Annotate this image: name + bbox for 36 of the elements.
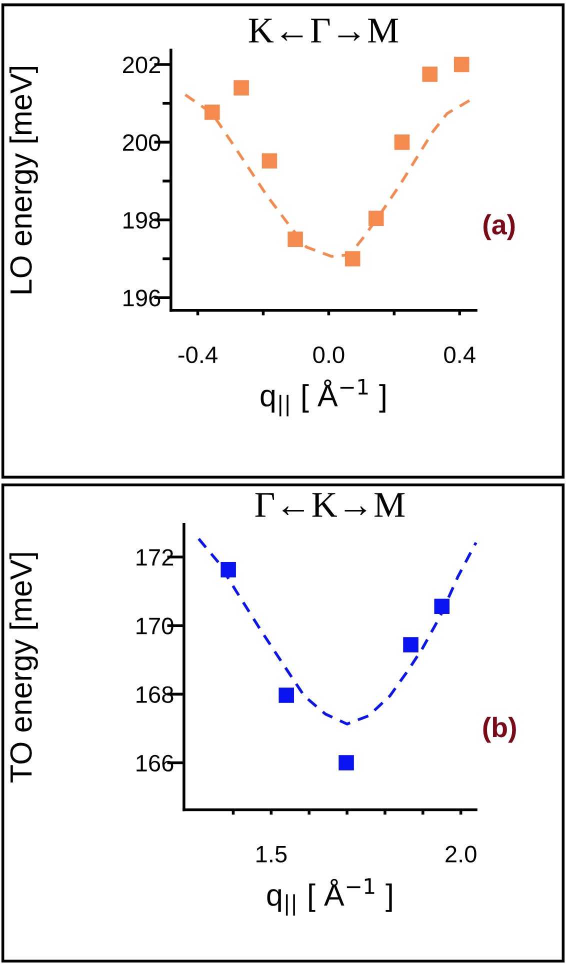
point [234,80,249,96]
line-series [197,537,478,726]
x-axis-title: q$_{||}$ [ Å$^{−1}$ ] [267,878,392,916]
x-tick-label: 1.5 [256,846,287,863]
y-tick-label: 202 [123,56,160,74]
text: (a) [483,214,515,240]
point [403,637,418,652]
point [220,562,236,578]
y-tick-label: 168 [136,686,174,703]
x-tick-label: 0.0 [313,346,344,364]
point [394,134,410,150]
point [344,251,360,266]
y-tick-label: 198 [124,212,160,229]
point [278,688,294,703]
point [288,232,303,247]
y-tick-label: 170 [136,618,174,634]
y-tick-label: 172 [136,549,174,566]
point [262,153,278,168]
x-tick-label: 2.0 [446,846,476,863]
point [422,66,438,82]
y-axis-title: TO energy [meV] [9,553,38,782]
point [204,104,220,120]
y-axis-title: LO energy [meV] [9,66,38,294]
y-tick-label: 166 [136,754,174,772]
text: (b) [483,716,516,743]
point [368,210,384,226]
chart-title: K←Γ→M [248,18,398,42]
y-tick-label: 196 [124,290,160,306]
y-tick-label: 200 [123,134,160,151]
chart-title: Γ←K→M [255,493,405,517]
x-tick-label: 0.4 [444,346,476,364]
point [434,598,450,614]
x-axis-title: q$_{||}$ [ Å$^{−1}$ ] [260,378,386,416]
x-tick-label: -0.4 [178,346,218,364]
point [454,56,470,72]
point [338,755,354,770]
